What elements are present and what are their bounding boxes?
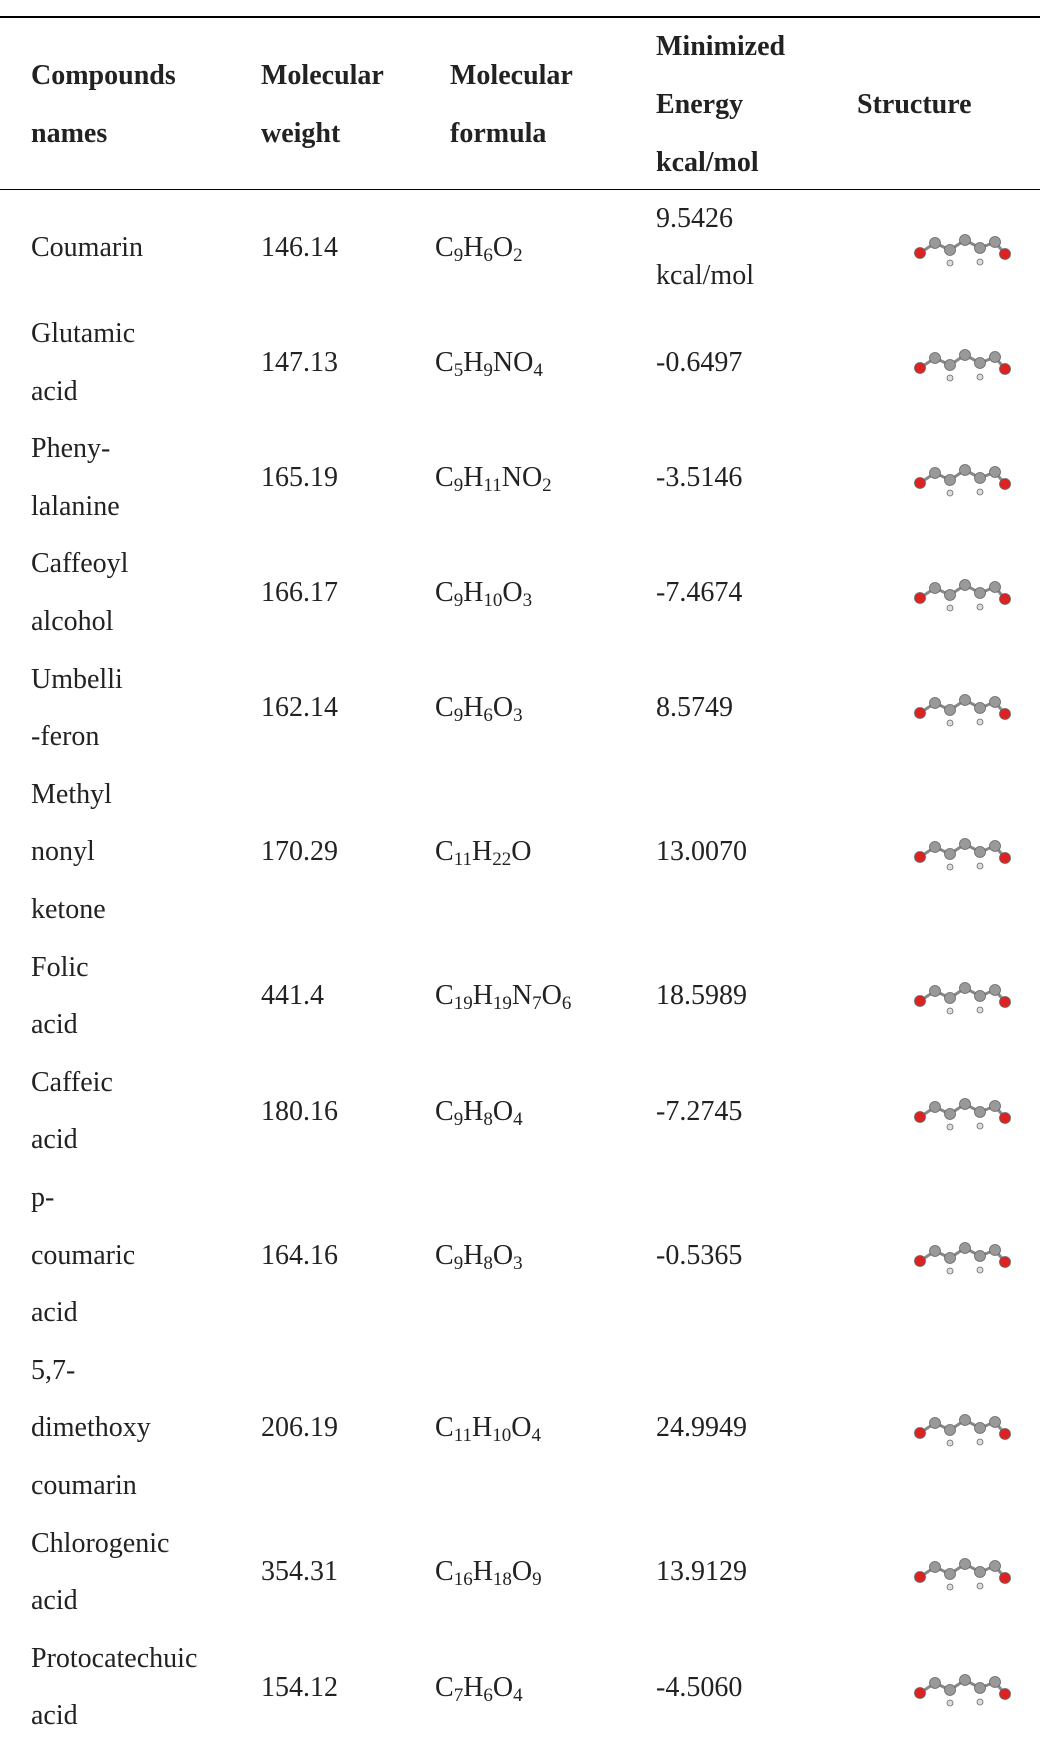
cell-text: C19H19N7O6	[435, 982, 571, 1010]
cell-text: nonyl	[31, 838, 95, 866]
structure-icon	[905, 563, 1015, 623]
cell-text: -0.5365	[656, 1242, 742, 1270]
cell-text: acid	[31, 1587, 78, 1615]
structure-icon	[905, 678, 1015, 738]
header-text: Compounds	[31, 62, 176, 90]
cell-text: -feron	[31, 723, 99, 751]
cell-text: C16H18O9	[435, 1558, 542, 1586]
cell-text: 165.19	[261, 464, 338, 492]
cell-text: alcohol	[31, 608, 113, 636]
cell-text: 166.17	[261, 579, 338, 607]
cell-text: C9H6O3	[435, 694, 523, 722]
cell-text: Caffeoyl	[31, 550, 128, 578]
cell-text: Methyl	[31, 781, 112, 809]
header-text: Structure	[857, 91, 972, 119]
cell-text: lalanine	[31, 493, 120, 521]
cell-text: 180.16	[261, 1098, 338, 1126]
header-text: names	[31, 120, 107, 148]
cell-text: 24.9949	[656, 1414, 747, 1442]
cell-text: -3.5146	[656, 464, 742, 492]
header-text: formula	[450, 120, 546, 148]
cell-text: Glutamic	[31, 320, 135, 348]
cell-text: Pheny-	[31, 435, 110, 463]
structure-icon	[905, 448, 1015, 508]
header-text: Molecular	[261, 62, 384, 90]
header-text: Molecular	[450, 62, 573, 90]
cell-text: C9H8O4	[435, 1098, 523, 1126]
cell-text: C9H10O3	[435, 579, 532, 607]
header-text: Minimized	[656, 33, 785, 61]
structure-icon	[905, 966, 1015, 1026]
table-page: Compounds names Molecular weight Molecular fo…	[0, 0, 1040, 1742]
cell-text: 147.13	[261, 349, 338, 377]
header-text: kcal/mol	[656, 149, 759, 177]
structure-icon	[905, 1226, 1015, 1286]
cell-text: acid	[31, 378, 78, 406]
cell-text: -4.5060	[656, 1674, 742, 1702]
structure-icon	[905, 1542, 1015, 1602]
cell-text: 441.4	[261, 982, 324, 1010]
cell-text: C9H6O2	[435, 234, 523, 262]
cell-text: 13.9129	[656, 1558, 747, 1586]
cell-text: -0.6497	[656, 349, 742, 377]
header-rule	[0, 189, 1040, 190]
structure-icon	[905, 1658, 1015, 1718]
cell-text: C11H22O	[435, 838, 531, 866]
cell-text: 9.5426	[656, 205, 733, 233]
cell-text: 13.0070	[656, 838, 747, 866]
cell-text: coumaric	[31, 1242, 135, 1270]
cell-text: Protocatechuic	[31, 1645, 197, 1673]
structure-icon	[905, 1398, 1015, 1458]
cell-text: 164.16	[261, 1242, 338, 1270]
cell-text: acid	[31, 1126, 78, 1154]
cell-text: 8.5749	[656, 694, 733, 722]
cell-text: Chlorogenic	[31, 1530, 169, 1558]
structure-icon	[905, 333, 1015, 393]
cell-text: Folic	[31, 954, 89, 982]
cell-text: acid	[31, 1011, 78, 1039]
cell-text: dimethoxy	[31, 1414, 151, 1442]
cell-text: Caffeic	[31, 1069, 113, 1097]
cell-text: kcal/mol	[656, 262, 754, 290]
cell-text: 162.14	[261, 694, 338, 722]
cell-text: 5,7-	[31, 1357, 75, 1385]
structure-icon	[905, 218, 1015, 278]
cell-text: acid	[31, 1702, 78, 1730]
top-rule	[0, 16, 1040, 18]
cell-text: C9H11NO2	[435, 464, 552, 492]
structure-icon	[905, 1082, 1015, 1142]
cell-text: acid	[31, 1299, 78, 1327]
cell-text: 146.14	[261, 234, 338, 262]
cell-text: 154.12	[261, 1674, 338, 1702]
header-text: weight	[261, 120, 340, 148]
structure-icon	[905, 822, 1015, 882]
cell-text: 170.29	[261, 838, 338, 866]
cell-text: 206.19	[261, 1414, 338, 1442]
cell-text: p-	[31, 1184, 54, 1212]
cell-text: ketone	[31, 896, 106, 924]
cell-text: 18.5989	[656, 982, 747, 1010]
cell-text: 354.31	[261, 1558, 338, 1586]
cell-text: Coumarin	[31, 234, 143, 262]
cell-text: -7.4674	[656, 579, 742, 607]
cell-text: Umbelli	[31, 666, 123, 694]
cell-text: -7.2745	[656, 1098, 742, 1126]
header-text: Energy	[656, 91, 743, 119]
cell-text: C5H9NO4	[435, 349, 543, 377]
cell-text: C9H8O3	[435, 1242, 523, 1270]
cell-text: coumarin	[31, 1472, 137, 1500]
cell-text: C11H10O4	[435, 1414, 541, 1442]
cell-text: C7H6O4	[435, 1674, 523, 1702]
